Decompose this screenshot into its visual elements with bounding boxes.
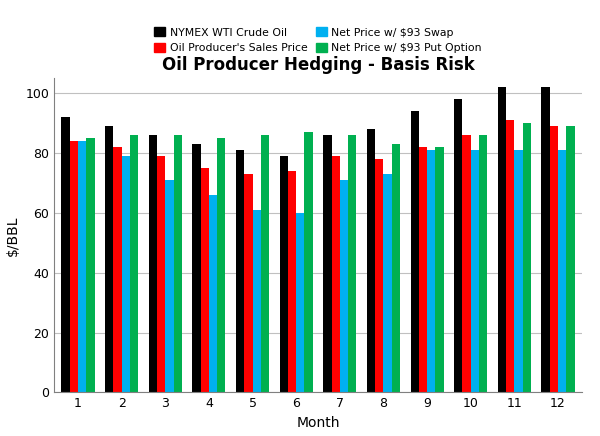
Bar [367,129,375,392]
Bar [193,144,200,392]
Bar [149,135,157,392]
Bar [70,141,78,392]
Bar [122,156,130,392]
Bar [454,99,463,392]
X-axis label: Month: Month [296,416,340,430]
Bar [165,180,173,392]
Bar [392,144,400,392]
Bar [78,141,86,392]
Bar [419,147,427,392]
Bar [514,150,523,392]
Title: Oil Producer Hedging - Basis Risk: Oil Producer Hedging - Basis Risk [161,56,475,74]
Bar [173,135,182,392]
Bar [288,171,296,392]
Bar [200,168,209,392]
Bar [217,138,226,392]
Bar [550,126,558,392]
Bar [113,147,122,392]
Bar [157,156,165,392]
Bar [340,180,348,392]
Bar [332,156,340,392]
Bar [436,147,443,392]
Bar [261,135,269,392]
Bar [348,135,356,392]
Bar [498,88,506,392]
Bar [558,150,566,392]
Bar [566,126,575,392]
Bar [323,135,332,392]
Bar [61,117,70,392]
Bar [471,150,479,392]
Bar [463,135,471,392]
Bar [105,126,113,392]
Bar [479,135,487,392]
Bar [427,150,436,392]
Bar [209,195,217,392]
Bar [541,88,550,392]
Bar [523,123,531,392]
Bar [375,159,383,392]
Y-axis label: $/BBL: $/BBL [6,215,20,255]
Bar [236,150,244,392]
Bar [506,120,514,392]
Bar [383,174,392,392]
Bar [244,174,253,392]
Bar [253,210,261,392]
Bar [296,213,304,392]
Bar [130,135,138,392]
Legend: NYMEX WTI Crude Oil, Oil Producer's Sales Price, Net Price w/ $93 Swap, Net Pric: NYMEX WTI Crude Oil, Oil Producer's Sale… [154,27,482,53]
Bar [86,138,95,392]
Bar [304,132,313,392]
Bar [280,156,288,392]
Bar [410,111,419,392]
